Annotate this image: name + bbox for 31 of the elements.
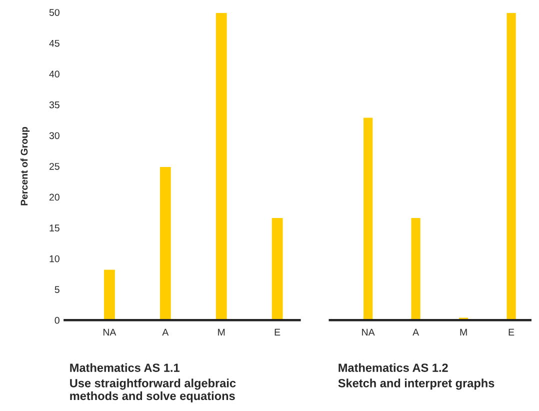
y-tick-label: 20 — [49, 194, 60, 201]
y-tick-label: 0 — [54, 316, 60, 324]
bar — [410, 216, 422, 320]
x-tick-label: M — [460, 328, 467, 336]
y-tick-label: 15 — [50, 224, 60, 232]
x-tick-label: NA — [362, 328, 375, 336]
x-tick-label: A — [162, 328, 169, 336]
x-tick-label: A — [412, 328, 420, 336]
bar — [362, 116, 374, 320]
bar — [214, 12, 228, 320]
y-tick-label: 35 — [49, 101, 60, 108]
bar — [102, 268, 116, 320]
y-axis-title: Percent of Group — [20, 126, 30, 206]
text: Use straightforward algebraic methods and solve equations — [70, 378, 236, 402]
y-tick-label: 10 — [50, 255, 60, 262]
y-tick-label: 40 — [49, 70, 60, 78]
text: Sketch and interpret graphs — [338, 378, 494, 390]
text: Mathematics AS 1.2 — [338, 363, 448, 372]
y-tick-label: 45 — [49, 40, 60, 47]
y-tick-label: 5 — [54, 286, 60, 294]
bar — [505, 12, 518, 320]
y-tick-label: 25 — [49, 162, 60, 170]
x-tick-label: E — [274, 328, 280, 336]
bar — [158, 166, 172, 320]
bar — [270, 216, 284, 320]
x-tick-label: M — [218, 328, 225, 336]
x-tick-label: E — [508, 328, 514, 336]
y-tick-label: 30 — [49, 132, 60, 140]
y-tick-label: 50 — [49, 9, 60, 16]
x-tick-label: NA — [103, 328, 116, 336]
text: Mathematics AS 1.1 — [70, 363, 180, 372]
